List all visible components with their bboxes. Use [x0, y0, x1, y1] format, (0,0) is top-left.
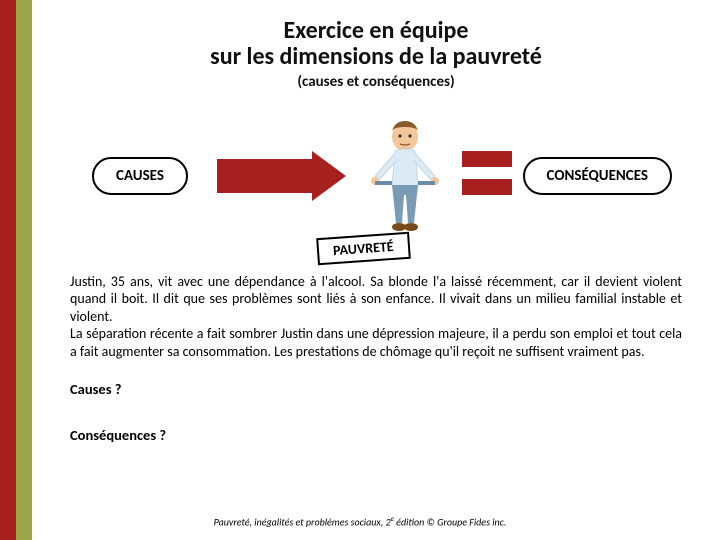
question-consequences: Conséquences ? [62, 426, 690, 444]
equals-icon [462, 151, 512, 201]
footer-title: Pauvreté, inégalités et problèmes sociau… [214, 515, 381, 528]
arrow-icon [217, 151, 347, 201]
diagram: CAUSES [62, 109, 690, 269]
title-block: Exercice en équipe sur les dimensions de… [62, 18, 690, 91]
title-line2: sur les dimensions de la pauvreté [62, 44, 690, 70]
content-area: Exercice en équipe sur les dimensions de… [32, 0, 720, 444]
sidebar-red-stripe [0, 0, 16, 540]
sidebar-olive-stripe [16, 0, 32, 540]
title-line1: Exercice en équipe [62, 18, 690, 44]
pauvrete-tag: PAUVRETÉ [316, 232, 410, 265]
consequences-pill: CONSÉQUENCES [523, 157, 672, 195]
footer-citation: Pauvreté, inégalités et problèmes sociau… [0, 514, 720, 528]
scenario-paragraph: Justin, 35 ans, vit avec une dépendance … [62, 273, 690, 361]
title-subtitle: (causes et conséquences) [62, 73, 690, 91]
footer-after: édition © Groupe Fides inc. [394, 515, 506, 528]
poor-person-figure [362, 115, 448, 235]
footer-edition-num: , 2 [381, 515, 391, 528]
question-causes: Causes ? [62, 380, 690, 398]
causes-pill: CAUSES [92, 157, 188, 195]
